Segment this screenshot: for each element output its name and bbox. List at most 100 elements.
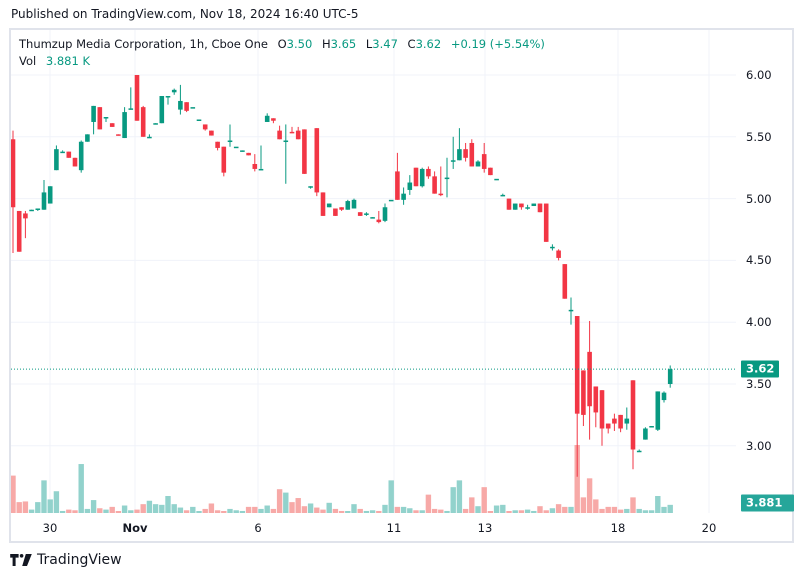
volume-bar bbox=[568, 506, 574, 513]
candle-up bbox=[364, 213, 369, 215]
candle-down bbox=[519, 203, 524, 208]
candle-up bbox=[475, 161, 481, 167]
volume-bar bbox=[47, 499, 53, 513]
candle-down bbox=[314, 128, 320, 193]
candle-up bbox=[165, 96, 171, 98]
volume-bar bbox=[667, 504, 673, 513]
candle-up bbox=[649, 426, 654, 428]
volume-bar bbox=[351, 504, 357, 513]
volume-bar bbox=[605, 506, 611, 513]
candle-down bbox=[221, 146, 227, 173]
candle-down bbox=[202, 124, 208, 130]
volume-bar bbox=[438, 509, 444, 513]
volume-bar bbox=[382, 504, 388, 513]
time-axis-label: 6 bbox=[254, 521, 262, 535]
volume-bar bbox=[202, 508, 208, 513]
candle-down bbox=[488, 167, 493, 176]
volume-bar bbox=[103, 509, 109, 513]
candle-up bbox=[147, 136, 152, 139]
volume-bar bbox=[400, 506, 407, 513]
candle-up bbox=[233, 146, 239, 149]
candle-up bbox=[450, 160, 456, 162]
candle-up bbox=[283, 140, 289, 143]
volume-bar bbox=[264, 505, 270, 513]
candle-down bbox=[574, 316, 580, 414]
chart-plot-area[interactable]: Thumzup Media Corporation, 1h, Cboe One … bbox=[11, 30, 736, 513]
price-axis-label: 5.00 bbox=[746, 191, 772, 206]
legend-high-value: 3.65 bbox=[330, 37, 357, 51]
legend-change-value: +0.19 (+5.54%) bbox=[450, 37, 545, 51]
candle-down bbox=[140, 107, 146, 137]
volume-bar bbox=[462, 508, 469, 513]
volume-bar bbox=[276, 489, 283, 513]
candle-up bbox=[494, 178, 499, 181]
volume-bar bbox=[208, 503, 215, 513]
volume-bar bbox=[190, 506, 196, 513]
volume-bar bbox=[165, 496, 171, 513]
time-axis-label: 30 bbox=[42, 521, 58, 535]
volume-bar bbox=[419, 510, 425, 513]
candle-down bbox=[537, 203, 543, 213]
volume-bar bbox=[128, 510, 134, 513]
candle-down bbox=[395, 171, 400, 200]
candle-up bbox=[401, 193, 406, 200]
candle-up bbox=[227, 140, 233, 143]
volume-bar bbox=[444, 510, 450, 513]
candle-down bbox=[605, 423, 611, 429]
price-axis-label: 4.50 bbox=[746, 253, 772, 268]
candle-up bbox=[636, 450, 642, 453]
volume-bar bbox=[580, 497, 587, 513]
volume-bar bbox=[537, 506, 543, 513]
volume-bar bbox=[357, 508, 363, 513]
candle-up bbox=[661, 392, 667, 401]
volume-bar bbox=[549, 508, 556, 513]
legend-symbol[interactable]: Thumzup Media Corporation, 1h, Cboe One bbox=[19, 37, 268, 51]
candle-down bbox=[252, 163, 258, 169]
tradingview-brand-text: TradingView bbox=[37, 552, 122, 568]
price-axis-label: 3.00 bbox=[746, 438, 772, 453]
volume-bar bbox=[270, 508, 277, 513]
volume-bar bbox=[562, 506, 568, 513]
candle-down bbox=[66, 151, 72, 158]
candle-down bbox=[599, 390, 605, 429]
volume-bar bbox=[376, 510, 382, 513]
volume-bar bbox=[239, 510, 246, 513]
candle-up bbox=[264, 115, 270, 122]
volume-bar bbox=[59, 510, 66, 513]
candle-up bbox=[258, 168, 264, 171]
candle-up bbox=[35, 208, 41, 210]
volume-bar bbox=[506, 511, 512, 513]
candle-down bbox=[556, 250, 561, 258]
volume-bar bbox=[295, 498, 301, 513]
time-axis[interactable]: 30 Nov 6 11 13 18 20 bbox=[11, 513, 736, 543]
candle-down bbox=[618, 414, 623, 429]
candle-up bbox=[568, 309, 574, 312]
volume-bar bbox=[233, 510, 239, 513]
candle-up bbox=[624, 418, 630, 424]
candlestick-chart bbox=[11, 30, 736, 513]
legend-open-value: 3.50 bbox=[286, 37, 313, 51]
candle-down bbox=[97, 107, 103, 130]
legend-high-label: H bbox=[321, 37, 331, 51]
candle-down bbox=[209, 130, 214, 136]
volume-bar bbox=[146, 500, 153, 513]
volume-bar bbox=[642, 510, 649, 513]
volume-bar bbox=[90, 500, 97, 513]
volume-bar bbox=[221, 511, 227, 513]
candle-up bbox=[643, 428, 648, 440]
candle-down bbox=[333, 208, 338, 216]
candle-down bbox=[562, 264, 568, 299]
candle-down bbox=[339, 207, 344, 210]
volume-bar bbox=[394, 506, 401, 513]
candle-down bbox=[295, 130, 301, 140]
candle-down bbox=[215, 141, 220, 148]
candle-up bbox=[500, 194, 506, 197]
candle-down bbox=[271, 118, 276, 121]
price-axis[interactable]: 3.00 3.50 4.00 4.50 5.00 5.50 6.00 3.62 3.881 … bbox=[736, 30, 794, 527]
volume-bar bbox=[109, 506, 115, 513]
candle-down bbox=[16, 210, 22, 252]
volume-bar bbox=[369, 510, 376, 513]
volume-bar bbox=[636, 508, 642, 513]
chart-legend: Thumzup Media Corporation, 1h, Cboe One … bbox=[19, 36, 545, 70]
candle-up bbox=[171, 89, 177, 93]
